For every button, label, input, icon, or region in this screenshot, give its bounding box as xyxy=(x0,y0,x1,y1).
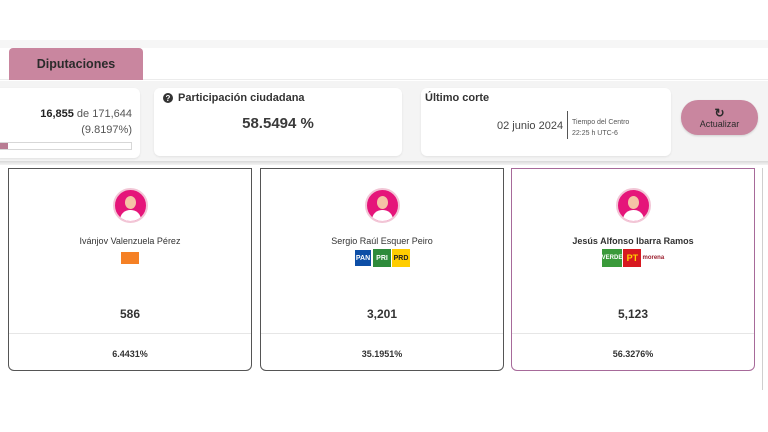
mc-logo-icon xyxy=(121,252,139,264)
ultimo-corte-card: Último corte 02 junio 2024 Tiempo del Ce… xyxy=(421,88,671,156)
actas-total: 171,644 xyxy=(92,108,132,120)
scroll-edge xyxy=(762,168,763,390)
actas-connector: de xyxy=(76,108,90,120)
candidate-avatar-icon xyxy=(365,188,400,223)
candidate-votes: 586 xyxy=(119,307,141,321)
candidate-percent: 6.4431% xyxy=(112,349,148,359)
party-logos xyxy=(9,249,251,264)
candidate-divider xyxy=(9,333,251,334)
pt-logo-icon: PT xyxy=(623,249,642,267)
candidate-name: Jesús Alfonso Ibarra Ramos xyxy=(572,236,694,246)
candidate-divider xyxy=(512,333,754,334)
candidate-votes: 5,123 xyxy=(617,307,649,321)
actualizar-label: Actualizar xyxy=(699,118,740,129)
pri-logo-icon: PRI xyxy=(373,249,391,267)
actualizar-button[interactable]: ↻ Actualizar xyxy=(681,100,758,135)
candidate-votes: 3,201 xyxy=(366,307,398,321)
pan-logo-icon: PAN xyxy=(354,249,372,267)
candidate-avatar-icon xyxy=(616,188,651,223)
candidate-percent: 56.3276% xyxy=(612,349,654,359)
refresh-icon: ↻ xyxy=(714,105,725,120)
participacion-card: ? Participación ciudadana 58.5494 % xyxy=(154,88,402,156)
candidate-card[interactable]: Sergio Raúl Esquer Peiro PAN PRI PRD 3,2… xyxy=(260,168,504,371)
prd-logo-icon: PRD xyxy=(392,249,410,267)
candidate-avatar-icon xyxy=(113,188,148,223)
tab-diputaciones[interactable]: Diputaciones xyxy=(9,48,143,80)
candidate-name: Sergio Raúl Esquer Peiro xyxy=(331,236,433,246)
party-logos: PAN PRI PRD xyxy=(261,249,503,267)
candidate-percent: 35.1951% xyxy=(361,349,403,359)
top-strip xyxy=(0,40,768,48)
candidate-card[interactable]: Ivánjov Valenzuela Pérez 586 6.4431% xyxy=(8,168,252,371)
actas-progress-fill xyxy=(0,143,9,149)
verde-logo-icon: VERDE xyxy=(601,249,623,267)
candidate-card-winner[interactable]: Jesús Alfonso Ibarra Ramos VERDE PT more… xyxy=(511,168,755,371)
timezone-line-1: Tiempo del Centro xyxy=(572,119,630,126)
ultimo-corte-date: 02 junio 2024 xyxy=(497,120,564,132)
summary-divider xyxy=(0,161,768,165)
ultimo-corte-divider xyxy=(567,111,568,139)
participacion-title-row: ? Participación ciudadana xyxy=(163,92,305,104)
participacion-value: 58.5494 % xyxy=(242,115,314,132)
actas-progress-bar xyxy=(0,142,132,150)
actas-percent: (9.8197%) xyxy=(81,124,132,136)
party-logos: VERDE PT morena xyxy=(512,249,754,267)
ultimo-corte-timezone: Tiempo del Centro 22:25 h UTC-6 xyxy=(572,117,629,139)
candidate-name: Ivánjov Valenzuela Pérez xyxy=(79,236,181,246)
actas-count: 16,855 xyxy=(40,108,74,120)
morena-logo-icon: morena xyxy=(642,249,665,267)
help-icon[interactable]: ? xyxy=(163,93,173,103)
actas-card: 16,855 de 171,644 (9.8197%) xyxy=(0,88,140,158)
ultimo-corte-title: Último corte xyxy=(425,92,490,104)
candidate-divider xyxy=(261,333,503,334)
actas-count-line: 16,855 de 171,644 xyxy=(40,108,132,120)
participacion-title: Participación ciudadana xyxy=(178,92,305,104)
timezone-line-2: 22:25 h UTC-6 xyxy=(572,130,618,137)
